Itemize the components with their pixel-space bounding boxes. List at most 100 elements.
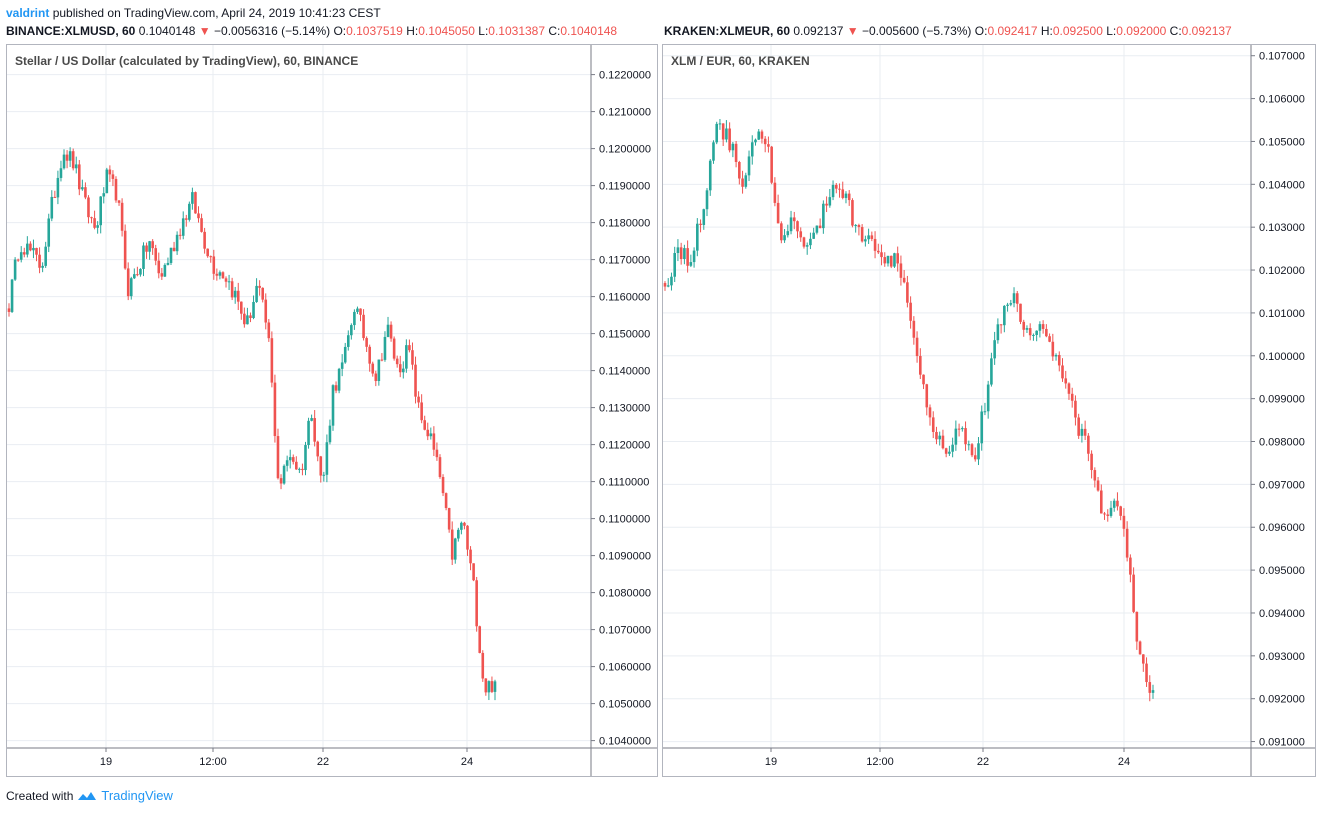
candlestick-chart[interactable]: 0.091000 0.092000 0.093000 0.094000 0.095000…: [663, 45, 1315, 776]
candle: [386, 316, 390, 338]
y-tick-label: 0.1160000: [599, 292, 650, 304]
candle: [120, 198, 124, 237]
candle: [447, 507, 451, 533]
publish-info: valdrint published on TradingView.com, A…: [6, 6, 381, 20]
candle: [1122, 508, 1126, 537]
candle: [990, 352, 993, 387]
candle: [35, 247, 38, 262]
candle: [316, 440, 320, 462]
candle: [343, 342, 347, 364]
candle: [864, 235, 867, 247]
candle: [938, 431, 942, 446]
candle: [860, 224, 864, 243]
candle: [368, 344, 371, 372]
candle: [377, 359, 381, 386]
y-tick-label: 0.102000: [1259, 265, 1305, 277]
candle: [215, 268, 219, 281]
candle: [133, 268, 136, 280]
high-value: 0.092500: [1052, 24, 1103, 38]
candle: [1012, 287, 1016, 308]
chart-panel-xlmusd[interactable]: 0.1040000 0.1050000 0.1060000 0.1070000 0.10…: [6, 44, 658, 777]
chart-panel-xlmeur[interactable]: 0.091000 0.092000 0.093000 0.094000 0.095000…: [662, 44, 1316, 777]
candle: [828, 188, 832, 208]
candle: [420, 394, 423, 424]
candle: [686, 240, 689, 273]
candle: [331, 384, 335, 431]
candle: [1028, 323, 1032, 341]
candle: [206, 248, 209, 258]
candle: [1077, 413, 1080, 439]
candle: [71, 148, 75, 171]
candle: [123, 224, 127, 270]
candle: [712, 140, 715, 164]
y-tick-label: 0.1170000: [599, 255, 650, 267]
price-change: −0.0056316 (−5.14%): [214, 24, 331, 38]
candle: [1080, 423, 1084, 443]
candle: [53, 190, 57, 198]
candle: [481, 650, 485, 682]
grid: [663, 45, 1251, 748]
candle: [444, 492, 448, 511]
y-tick-label: 0.091000: [1259, 737, 1305, 749]
candle: [767, 136, 770, 153]
candle: [999, 324, 1003, 334]
candle: [74, 156, 78, 174]
close-label: C:: [548, 24, 561, 38]
candle: [718, 118, 722, 130]
y-tick-label: 0.105000: [1259, 136, 1305, 148]
candle: [209, 255, 213, 263]
candle: [931, 411, 935, 439]
candle: [273, 374, 277, 443]
candle: [896, 246, 899, 272]
x-tick-label: 24: [1118, 756, 1130, 768]
candle: [270, 331, 274, 388]
candle: [32, 239, 35, 259]
candle: [365, 336, 368, 353]
candle: [319, 455, 323, 483]
candle: [747, 150, 751, 182]
candle: [708, 159, 712, 196]
footer-branding: Created with TradingView: [6, 788, 173, 803]
candle: [172, 241, 176, 252]
symbol-legend-left: BINANCE:XLMUSD, 60 0.1040148 ▼ −0.005631…: [6, 24, 617, 38]
candle: [374, 370, 378, 387]
candle: [673, 246, 676, 283]
candles: [663, 118, 1155, 702]
candle: [350, 323, 353, 340]
candle: [957, 423, 961, 437]
candle: [812, 227, 815, 239]
candle: [99, 196, 102, 234]
y-tick-label: 0.107000: [1259, 51, 1305, 63]
candle: [734, 140, 738, 168]
y-tick-label: 0.1210000: [599, 107, 651, 119]
candle: [705, 188, 709, 217]
candle: [741, 170, 744, 194]
candle: [818, 218, 822, 229]
candle: [487, 680, 491, 701]
tradingview-brand[interactable]: TradingView: [101, 788, 173, 803]
candle: [408, 339, 411, 353]
candle: [1035, 330, 1038, 342]
candle: [689, 254, 693, 268]
candle: [227, 274, 231, 291]
author-name[interactable]: valdrint: [6, 6, 50, 20]
candle: [915, 331, 919, 363]
candle: [683, 244, 686, 265]
close-value: 0.1040148: [560, 24, 618, 38]
price-change: −0.005600 (−5.73%): [862, 24, 972, 38]
candle: [802, 236, 806, 249]
open-value: 0.1037519: [346, 24, 403, 38]
candle: [460, 521, 463, 535]
candle: [906, 275, 909, 308]
high-value: 0.1045050: [418, 24, 475, 38]
candle: [246, 307, 249, 325]
candle: [744, 172, 748, 189]
candle: [838, 183, 841, 198]
candle: [7, 303, 11, 317]
candle: [221, 271, 225, 279]
candlestick-chart[interactable]: 0.1040000 0.1050000 0.1060000 0.1070000 0.10…: [7, 45, 657, 776]
candle: [475, 576, 478, 632]
y-tick-label: 0.1180000: [599, 218, 650, 230]
candle: [696, 218, 699, 257]
candle: [964, 421, 967, 451]
